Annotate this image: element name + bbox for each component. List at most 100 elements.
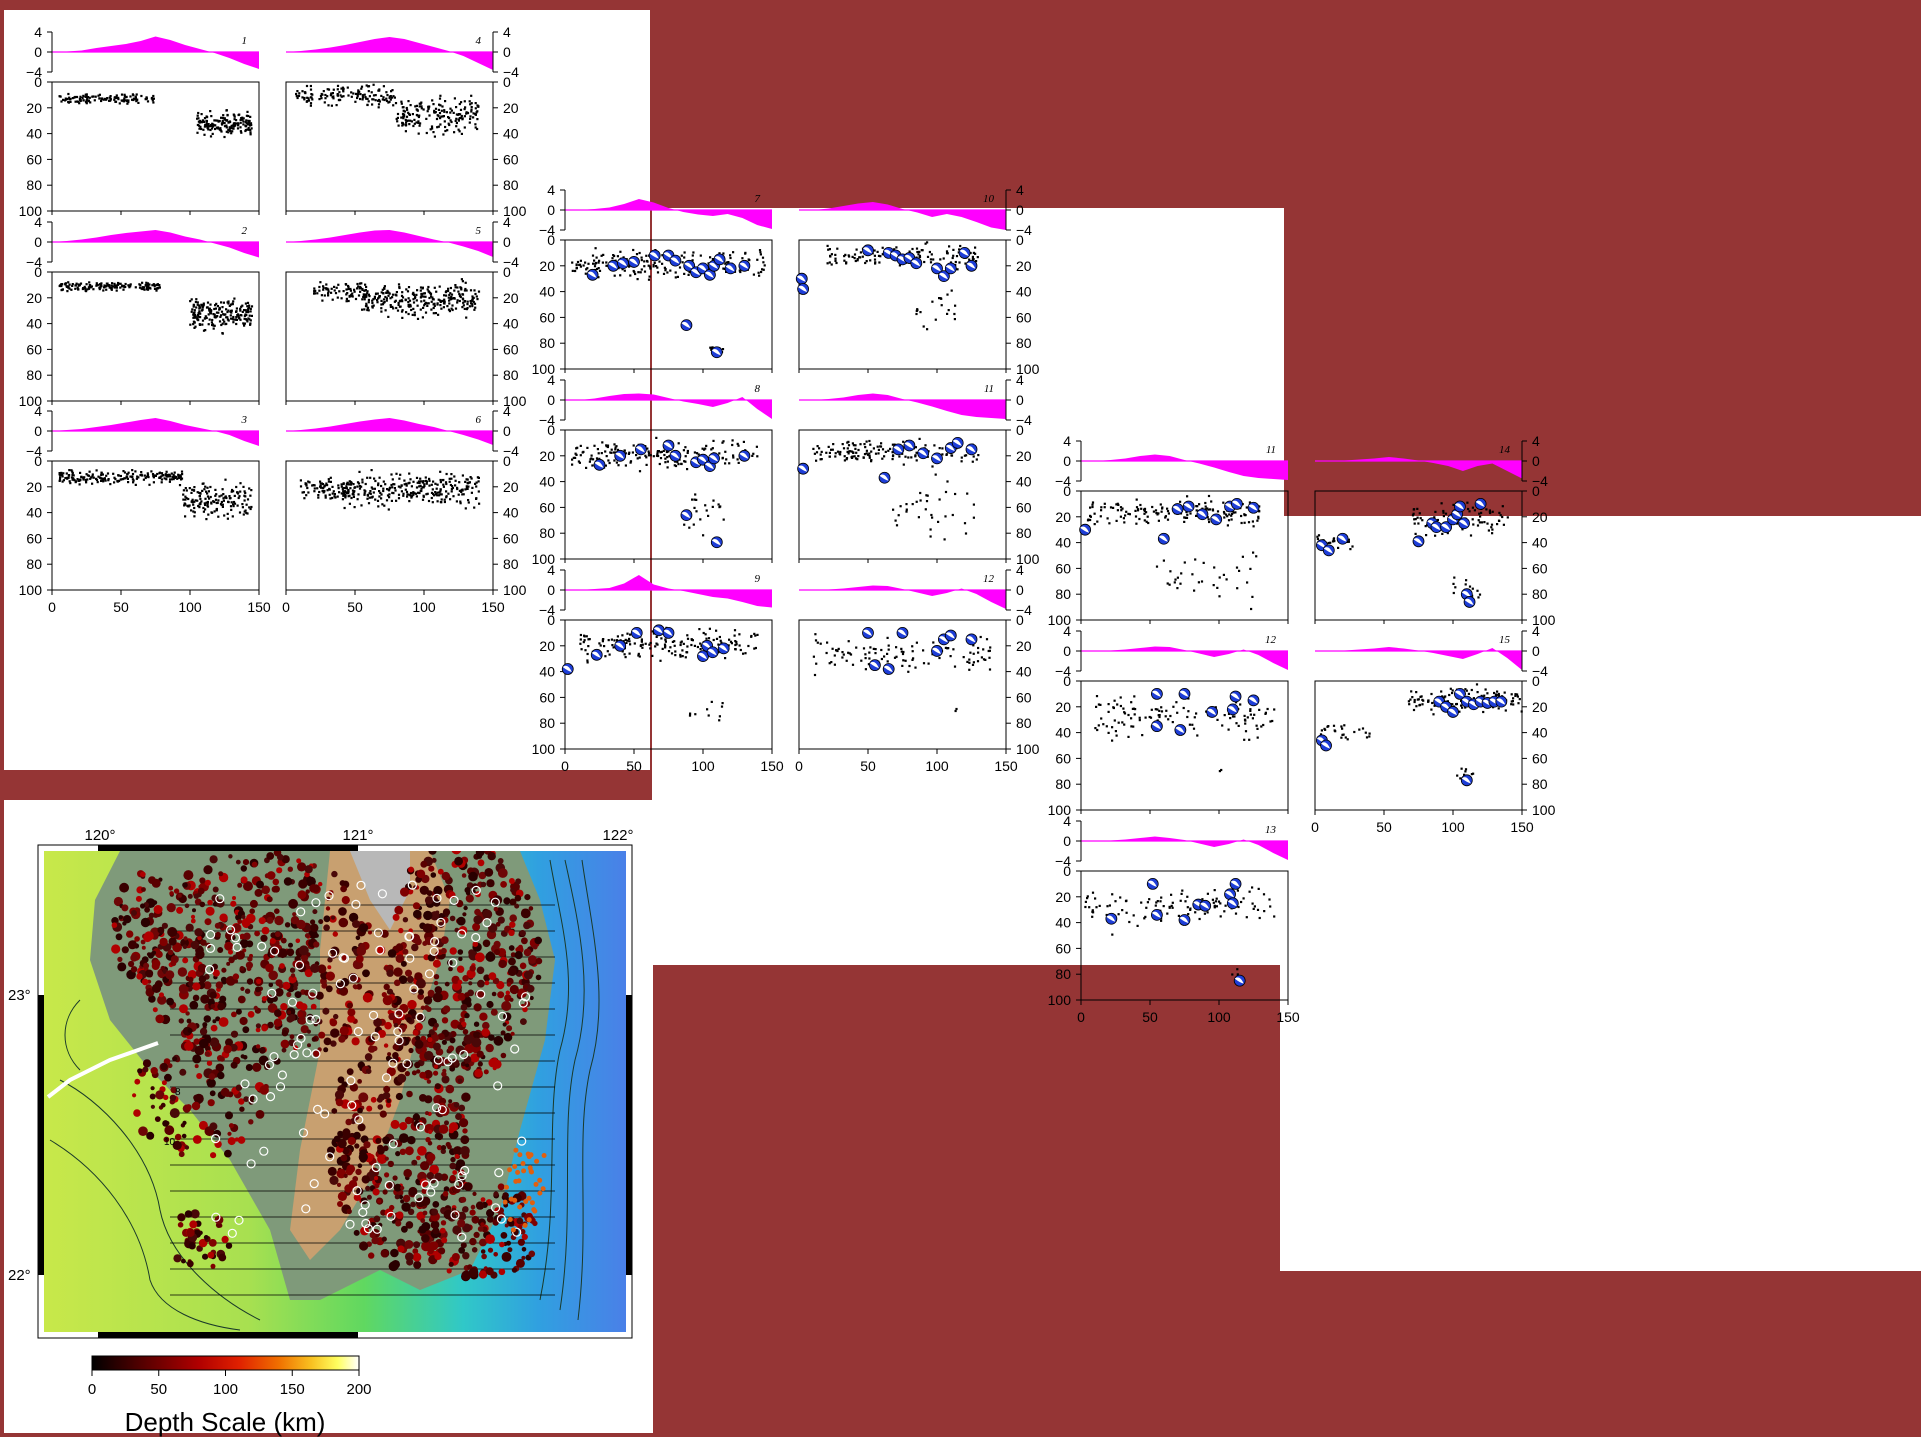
seismicity-point [319, 95, 323, 98]
seismicity-point [644, 454, 647, 457]
seismicity-point [473, 302, 477, 305]
focal-mechanism [917, 447, 930, 460]
seismicity-point [206, 505, 210, 508]
seismicity-point [919, 499, 922, 502]
seismicity-point [638, 251, 641, 255]
seismicity-point [969, 251, 972, 255]
seismicity-point [200, 127, 203, 131]
seismicity-point [1484, 688, 1487, 691]
epicenter [210, 1004, 216, 1009]
seismicity-point [62, 479, 65, 482]
seismicity-point [1412, 512, 1415, 515]
seismicity-point [110, 284, 113, 287]
depth-tick-label: 0 [547, 232, 555, 248]
seismicity-point [370, 469, 373, 472]
seismicity-point [1099, 515, 1102, 518]
seismicity-point [318, 490, 321, 494]
seismicity-point [325, 482, 328, 485]
seismicity-point [819, 453, 822, 456]
seismicity-point [895, 646, 898, 649]
seismicity-point [597, 267, 600, 270]
seismicity-point [152, 481, 155, 484]
seismicity-point [440, 109, 443, 112]
seismicity-point [659, 451, 662, 454]
focal-mechanism [652, 624, 665, 637]
seismicity-point [889, 447, 892, 450]
seismicity-point [877, 254, 881, 257]
seismicity-point [451, 304, 454, 307]
seismicity-point [691, 259, 694, 262]
seismicity-points [1094, 695, 1276, 773]
seismicity-point [1510, 693, 1513, 696]
seismicity-point [221, 119, 224, 122]
depth-tick-label: 0 [34, 74, 42, 90]
seismicity-point [88, 284, 91, 287]
seismicity-point [988, 649, 991, 652]
seismicity-point [1464, 583, 1467, 586]
seismicity-point [373, 297, 376, 300]
seismicity-point [1116, 502, 1119, 505]
seismicity-point [170, 478, 173, 481]
seismicity-point [1243, 714, 1246, 717]
seismicity-point [242, 485, 245, 488]
seismicity-point [426, 492, 429, 495]
seismicity-point [298, 92, 301, 95]
seismicity-point [669, 646, 672, 649]
section-label: 9 [755, 573, 761, 585]
seismicity-point [246, 498, 250, 501]
epicenter [237, 995, 246, 1004]
seismicity-point [245, 503, 248, 506]
seismicity-point [1135, 522, 1138, 525]
seismicity-point [87, 100, 90, 103]
seismicity-point [1416, 507, 1419, 510]
seismicity-point [303, 497, 306, 500]
seismicity-point [98, 288, 101, 291]
seismicity-point [731, 439, 734, 442]
seismicity-point [374, 99, 377, 102]
depth-tick-label: 40 [1016, 284, 1032, 300]
seismicity-point [664, 457, 667, 460]
seismicity-point [1216, 718, 1219, 721]
depth-tick-label: 80 [1055, 586, 1071, 602]
seismicity-point [393, 300, 396, 303]
seismicity-point [454, 484, 457, 487]
seismicity-point [127, 471, 130, 474]
seismicity-point [146, 282, 150, 285]
seismicity-point [206, 116, 209, 119]
seismicity-point [377, 106, 380, 109]
seismicity-point [859, 251, 862, 254]
seismicity-point [1483, 521, 1486, 524]
seismicity-point [632, 444, 635, 447]
seismicity-points [812, 633, 992, 713]
seismicity-point [408, 472, 411, 475]
seismicity-point [120, 93, 124, 96]
seismicity-point [423, 299, 426, 302]
elevation-tick-label: 4 [1016, 372, 1024, 388]
seismicity-point [681, 261, 684, 264]
epicenter [280, 1003, 288, 1011]
seismicity-point [901, 664, 904, 667]
seismicity-point [206, 301, 210, 304]
seismicity-point [230, 311, 233, 314]
seismicity-point [717, 503, 720, 506]
seismicity-point [1094, 897, 1097, 900]
seismicity-point [394, 102, 398, 105]
seismicity-point [419, 308, 422, 311]
seismicity-point [1225, 578, 1228, 581]
seismicity-point [423, 304, 426, 307]
seismicity-point [105, 474, 108, 477]
seismicity-point [472, 300, 475, 304]
seismicity-point [739, 648, 742, 652]
seismicity-point [132, 479, 135, 482]
seismicity-point [439, 304, 442, 307]
seismicity-point [929, 258, 932, 261]
seismicity-point [738, 269, 741, 272]
seismicity-point [232, 505, 235, 508]
seismicity-point [162, 474, 165, 477]
seismicity-point [637, 271, 640, 274]
epicenter [287, 866, 293, 872]
seismicity-point [402, 492, 405, 495]
seismicity-point [244, 309, 247, 312]
seismicity-point [841, 443, 844, 446]
seismicity-point [828, 451, 831, 454]
